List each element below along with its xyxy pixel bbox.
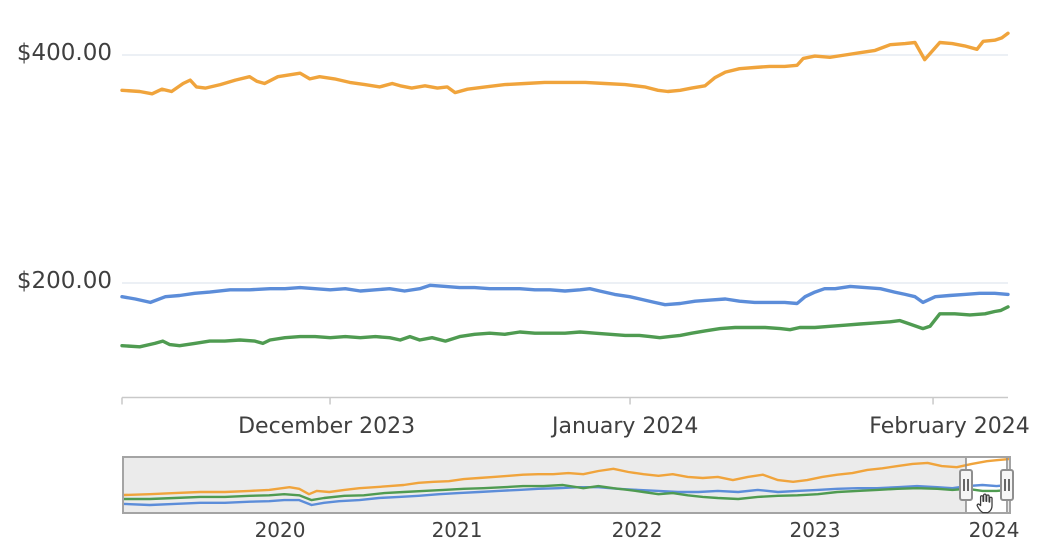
navigator-year-label-2023: 2023 [789,518,841,542]
handle-grip-icon [1003,479,1006,491]
x-axis-label-january-2024: January 2024 [552,414,699,439]
main-chart-plot[interactable] [0,0,1053,420]
navigator-year-label-2024: 2024 [968,518,1020,542]
navigator-series-line-orange-stock [124,458,1009,497]
navigator-right-handle[interactable] [999,469,1014,501]
series-line-orange-stock [120,31,1010,96]
x-axis-label-december-2023: December 2023 [238,414,416,439]
handle-grip-icon [1007,479,1010,491]
series-line-blue-stock [120,283,1010,307]
navigator-plot[interactable] [124,458,1009,512]
handle-grip-icon [966,479,969,491]
navigator-year-label-2020: 2020 [254,518,306,542]
grabbing-hand-cursor-icon [976,493,993,514]
x-axis-label-february-2024: February 2024 [869,414,1030,439]
navigator-left-handle[interactable] [958,469,973,501]
handle-grip-icon [962,479,965,491]
navigator-year-label-2021: 2021 [431,518,483,542]
series-line-green-stock [120,305,1010,349]
navigator-series-line-green-stock [124,483,1009,502]
y-axis-label-400: $400.00 [16,40,112,66]
y-axis-label-200: $200.00 [16,268,112,294]
navigator-year-label-2022: 2022 [611,518,663,542]
